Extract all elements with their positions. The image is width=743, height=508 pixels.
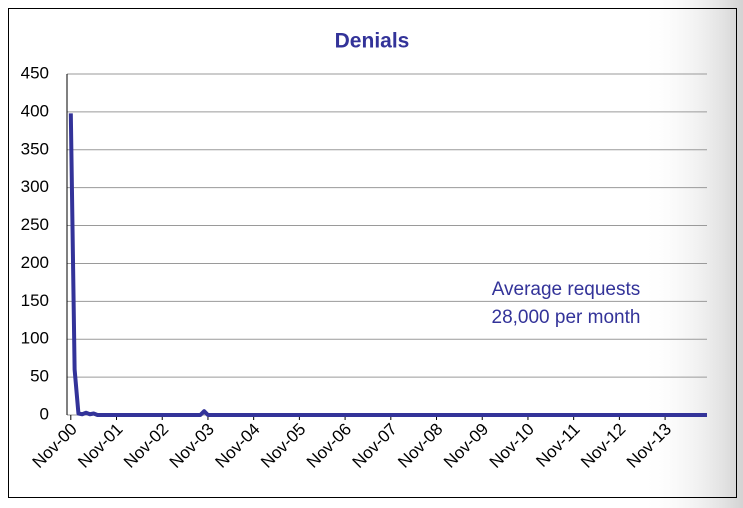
x-tick-label: Nov-08: [394, 420, 446, 472]
y-tick-label: 200: [21, 253, 49, 272]
x-tick-label: Nov-10: [486, 420, 538, 472]
x-tick-label: Nov-02: [120, 420, 172, 472]
x-tick-label: Nov-06: [303, 420, 355, 472]
x-tick-label: Nov-00: [29, 420, 81, 472]
x-tick-label: Nov-11: [532, 420, 583, 471]
y-tick-label: 400: [21, 101, 49, 120]
y-tick-label: 450: [21, 63, 49, 82]
background-image: [640, 0, 743, 508]
x-tick-label: Nov-07: [349, 420, 401, 472]
annotation: 28,000 per month: [492, 307, 641, 328]
x-tick-label: Nov-05: [257, 420, 309, 472]
x-tick-label: Nov-09: [440, 420, 492, 472]
y-tick-label: 50: [30, 367, 49, 386]
x-tick-label: Nov-01: [74, 420, 126, 472]
x-tick-label: Nov-12: [577, 420, 629, 472]
x-tick-label: Nov-03: [166, 420, 218, 472]
chart-title: Denials: [335, 30, 410, 53]
y-tick-label: 350: [21, 139, 49, 158]
y-tick-label: 300: [21, 177, 49, 196]
data-line: [68, 113, 707, 417]
chart-border: [8, 8, 737, 498]
y-tick-label: 0: [40, 404, 49, 423]
annotation: Average requests: [492, 279, 641, 300]
y-tick-label: 250: [21, 215, 49, 234]
y-tick-label: 150: [21, 291, 49, 310]
y-tick-label: 100: [21, 329, 49, 348]
x-tick-label: Nov-04: [211, 420, 263, 472]
